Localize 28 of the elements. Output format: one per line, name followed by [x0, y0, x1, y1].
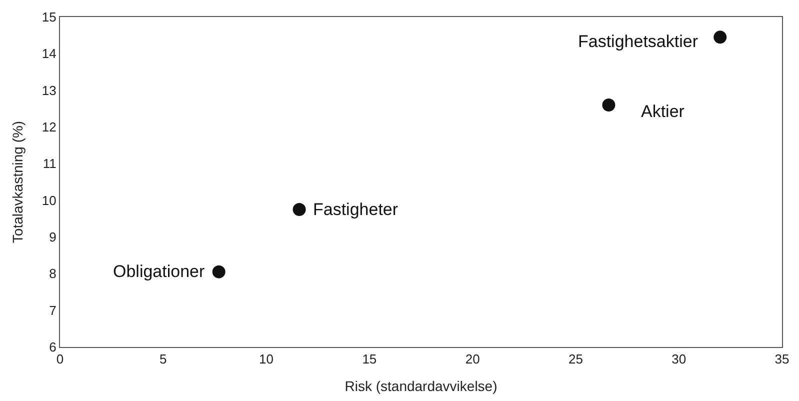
y-tick-label: 14 — [42, 46, 56, 62]
x-tick-label: 35 — [774, 352, 790, 367]
x-tick-label: 20 — [465, 352, 480, 367]
point — [212, 265, 226, 278]
point — [714, 30, 727, 44]
annotation: Aktier — [641, 102, 685, 121]
point — [602, 98, 616, 112]
y-axis-title: Totalavkastning (%) — [10, 120, 26, 244]
x-tick-label: 0 — [56, 352, 64, 367]
y-tick-label: 11 — [42, 156, 56, 172]
point — [292, 203, 306, 216]
y-tick-label: 8 — [49, 266, 56, 282]
y-tick-label: 12 — [42, 120, 56, 135]
y-tick-label: 10 — [42, 192, 56, 208]
x-tick-label: 5 — [160, 352, 167, 367]
x-tick-label: 15 — [362, 352, 377, 367]
annotation: Fastigheter — [313, 200, 398, 219]
y-tick-label: 13 — [42, 82, 56, 98]
x-tick-label: 25 — [568, 352, 583, 367]
x-tick-label: 30 — [672, 352, 686, 367]
y-tick-label: 9 — [49, 230, 56, 245]
y-tick-label: 7 — [49, 302, 56, 318]
x-tick-label: 10 — [259, 352, 274, 367]
x-axis-title: Risk (standardavvikelse) — [344, 378, 498, 394]
annotation: Obligationer — [113, 262, 206, 281]
annotation: Fastighetsaktier — [578, 32, 698, 51]
y-tick-label: 6 — [49, 340, 56, 355]
y-tick-label: 15 — [42, 10, 56, 25]
